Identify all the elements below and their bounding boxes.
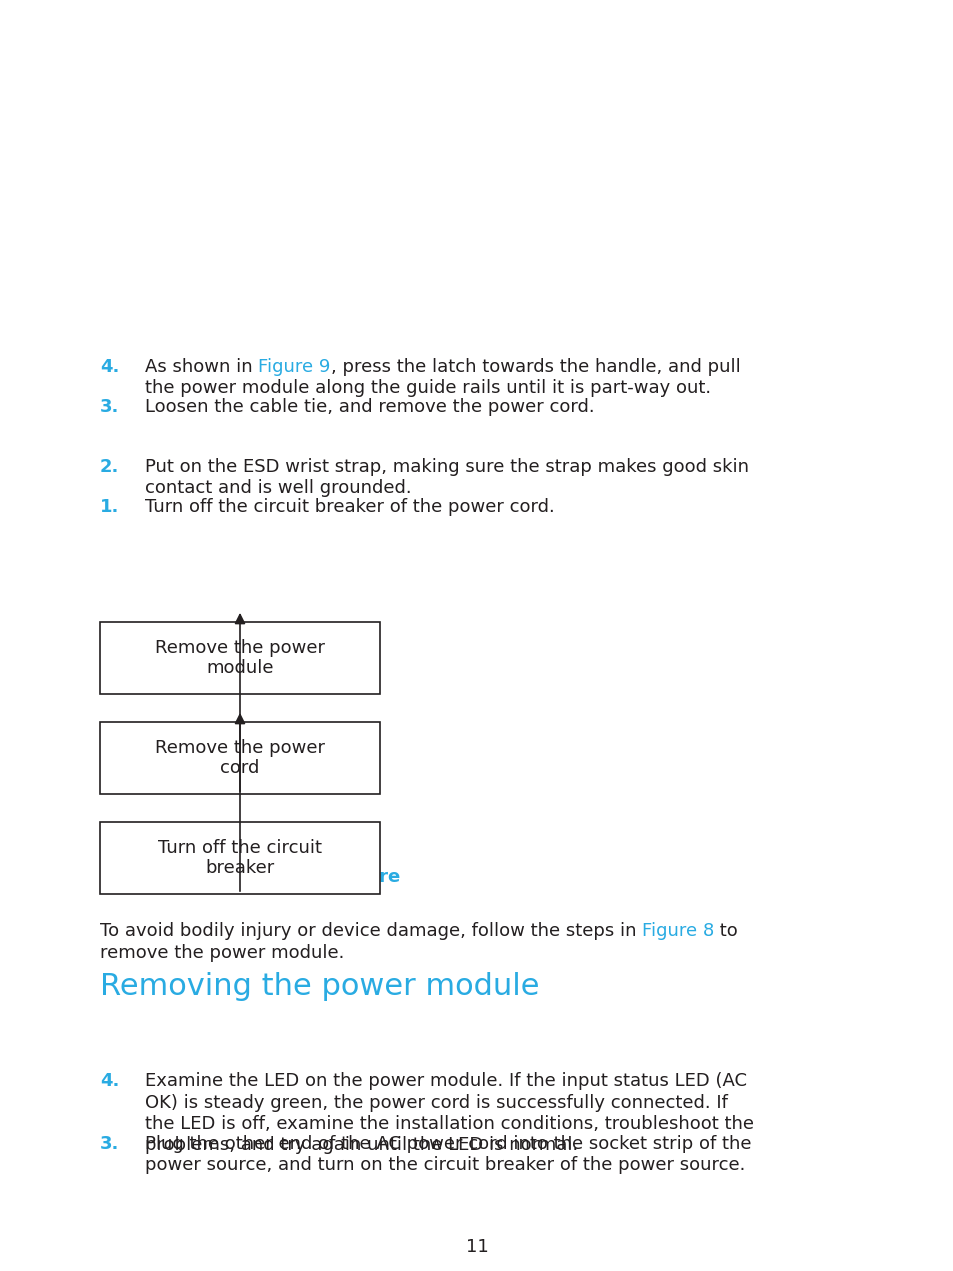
Text: As shown in: As shown in bbox=[145, 358, 258, 376]
Text: 11: 11 bbox=[465, 1238, 488, 1256]
Text: contact and is well grounded.: contact and is well grounded. bbox=[145, 479, 411, 497]
Text: Figure 8: Figure 8 bbox=[641, 921, 714, 941]
Text: , press the latch towards the handle, and pull: , press the latch towards the handle, an… bbox=[331, 358, 740, 376]
Text: 1.: 1. bbox=[100, 498, 119, 516]
Text: Figure 8 Removing procedure: Figure 8 Removing procedure bbox=[100, 868, 400, 886]
Text: Put on the ESD wrist strap, making sure the strap makes good skin: Put on the ESD wrist strap, making sure … bbox=[145, 458, 748, 477]
FancyBboxPatch shape bbox=[100, 722, 379, 794]
Text: 2.: 2. bbox=[100, 458, 119, 477]
Text: Loosen the cable tie, and remove the power cord.: Loosen the cable tie, and remove the pow… bbox=[145, 398, 594, 416]
Text: Removing the power module: Removing the power module bbox=[100, 972, 539, 1002]
Text: the LED is off, examine the installation conditions, troubleshoot the: the LED is off, examine the installation… bbox=[145, 1115, 753, 1132]
Text: to: to bbox=[714, 921, 738, 941]
Text: power source, and turn on the circuit breaker of the power source.: power source, and turn on the circuit br… bbox=[145, 1157, 744, 1174]
Text: Figure 9: Figure 9 bbox=[258, 358, 331, 376]
Text: Plug the other end of the AC power cord into the socket strip of the: Plug the other end of the AC power cord … bbox=[145, 1135, 751, 1153]
Text: the power module along the guide rails until it is part-way out.: the power module along the guide rails u… bbox=[145, 380, 710, 398]
Text: Remove the power
module: Remove the power module bbox=[154, 638, 325, 677]
FancyBboxPatch shape bbox=[100, 622, 379, 694]
Text: OK) is steady green, the power cord is successfully connected. If: OK) is steady green, the power cord is s… bbox=[145, 1093, 727, 1112]
Text: Remove the power
cord: Remove the power cord bbox=[154, 738, 325, 778]
Text: 3.: 3. bbox=[100, 398, 119, 416]
Text: remove the power module.: remove the power module. bbox=[100, 943, 344, 961]
Text: Turn off the circuit
breaker: Turn off the circuit breaker bbox=[158, 839, 322, 877]
Text: Examine the LED on the power module. If the input status LED (AC: Examine the LED on the power module. If … bbox=[145, 1071, 746, 1091]
Text: 3.: 3. bbox=[100, 1135, 119, 1153]
Text: 4.: 4. bbox=[100, 1071, 119, 1091]
Text: 4.: 4. bbox=[100, 358, 119, 376]
FancyBboxPatch shape bbox=[100, 822, 379, 894]
Text: To avoid bodily injury or device damage, follow the steps in: To avoid bodily injury or device damage,… bbox=[100, 921, 641, 941]
Text: problems, and try again until the LED is normal.: problems, and try again until the LED is… bbox=[145, 1136, 578, 1154]
Text: Turn off the circuit breaker of the power cord.: Turn off the circuit breaker of the powe… bbox=[145, 498, 554, 516]
